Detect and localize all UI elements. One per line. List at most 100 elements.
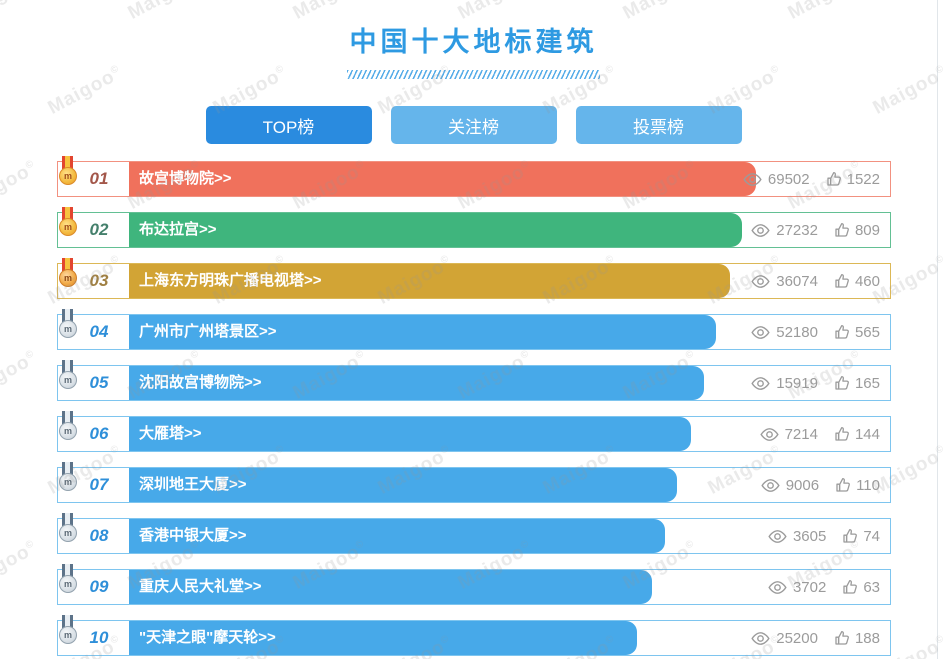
eye-icon bbox=[768, 529, 787, 543]
likes-count: 63 bbox=[863, 578, 880, 596]
medal-icon: m bbox=[56, 258, 80, 291]
medal-coin-icon: m bbox=[59, 422, 77, 440]
medal-coin-icon: m bbox=[59, 575, 77, 593]
views-stat: 3605 bbox=[767, 528, 826, 545]
tab-follow[interactable]: 关注榜 bbox=[390, 106, 557, 144]
eye-icon bbox=[751, 376, 770, 390]
medal-coin-icon: m bbox=[59, 626, 77, 644]
item-link-bar[interactable]: 布达拉宫>> bbox=[129, 213, 743, 247]
views-count: 3702 bbox=[792, 578, 827, 596]
ranking-row: m 05 沈阳故宫博物院>> 15919 165 bbox=[57, 360, 891, 401]
item-link-bar[interactable]: 故宫博物院>> bbox=[129, 162, 757, 196]
rank-number: 02 bbox=[89, 220, 109, 239]
item-link-bar[interactable]: 广州市广州塔景区>> bbox=[129, 315, 716, 349]
header: 中国十大地标建筑 bbox=[0, 0, 947, 79]
medal-coin-icon: m bbox=[59, 320, 77, 338]
medal-icon: m bbox=[56, 513, 80, 546]
medal-coin-icon: m bbox=[59, 167, 77, 185]
likes-stat: 460 bbox=[834, 273, 880, 290]
medal-icon: m bbox=[56, 615, 80, 648]
views-stat: 9006 bbox=[760, 477, 819, 494]
eye-icon bbox=[751, 223, 770, 237]
page-title: 中国十大地标建筑 bbox=[349, 27, 598, 57]
ranking-row: m 09 重庆人民大礼堂>> 3702 63 bbox=[57, 564, 891, 605]
likes-count: 144 bbox=[854, 425, 880, 443]
likes-stat: 74 bbox=[842, 528, 880, 545]
row-stats: 69502 1522 bbox=[742, 162, 880, 196]
medal-coin-icon: m bbox=[59, 218, 77, 236]
likes-count: 460 bbox=[854, 272, 880, 290]
likes-stat: 809 bbox=[834, 222, 880, 239]
watermark-text: Maigoo© bbox=[0, 537, 37, 594]
likes-stat: 63 bbox=[842, 579, 880, 596]
medal-ribbon-icon bbox=[62, 513, 73, 526]
medal-icon: m bbox=[56, 207, 80, 240]
rank-number: 04 bbox=[89, 322, 109, 341]
ranking-row: m 01 故宫博物院>> 69502 1522 bbox=[57, 156, 891, 197]
tab-vote[interactable]: 投票榜 bbox=[575, 106, 742, 144]
likes-count: 1522 bbox=[846, 170, 880, 188]
likes-count: 74 bbox=[863, 527, 880, 545]
medal-ribbon-icon bbox=[62, 207, 73, 220]
likes-stat: 165 bbox=[834, 375, 880, 392]
medal-icon: m bbox=[56, 156, 80, 189]
item-link-bar[interactable]: 香港中银大厦>> bbox=[129, 519, 665, 553]
eye-icon bbox=[761, 478, 780, 492]
likes-stat: 1522 bbox=[826, 171, 880, 188]
likes-count: 110 bbox=[856, 476, 880, 494]
views-stat: 52180 bbox=[750, 324, 818, 341]
medal-ribbon-icon bbox=[62, 411, 73, 424]
medal-icon: m bbox=[56, 309, 80, 342]
thumb-up-icon bbox=[835, 375, 849, 390]
medal-icon: m bbox=[56, 564, 80, 597]
views-count: 9006 bbox=[785, 476, 820, 494]
views-count: 3605 bbox=[792, 527, 827, 545]
medal-icon: m bbox=[56, 462, 80, 495]
views-stat: 27232 bbox=[750, 222, 818, 239]
item-link-bar[interactable]: 大雁塔>> bbox=[129, 417, 691, 451]
watermark-text: Maigoo© bbox=[0, 347, 37, 404]
item-link-bar[interactable]: 深圳地王大厦>> bbox=[129, 468, 678, 502]
likes-stat: 188 bbox=[834, 630, 880, 647]
ranking-row: m 03 上海东方明珠广播电视塔>> 36074 460 bbox=[57, 258, 891, 299]
eye-icon bbox=[751, 325, 770, 339]
item-link-bar[interactable]: 上海东方明珠广播电视塔>> bbox=[129, 264, 730, 298]
medal-coin-icon: m bbox=[59, 473, 77, 491]
thumb-up-icon bbox=[843, 579, 858, 594]
likes-stat: 565 bbox=[834, 324, 880, 341]
views-stat: 69502 bbox=[742, 171, 810, 188]
row-stats: 15919 165 bbox=[750, 366, 880, 400]
rank-number: 08 bbox=[89, 526, 109, 545]
thumb-up-icon bbox=[835, 426, 849, 441]
item-link-bar[interactable]: "天津之眼"摩天轮>> bbox=[129, 621, 638, 655]
views-stat: 25200 bbox=[750, 630, 818, 647]
medal-ribbon-icon bbox=[62, 309, 73, 322]
views-count: 27232 bbox=[776, 221, 818, 239]
item-link-bar[interactable]: 重庆人民大礼堂>> bbox=[129, 570, 653, 604]
eye-icon bbox=[751, 274, 770, 288]
row-stats: 36074 460 bbox=[750, 264, 880, 298]
views-stat: 7214 bbox=[759, 426, 818, 443]
row-stats: 25200 188 bbox=[750, 621, 880, 655]
views-stat: 3702 bbox=[767, 579, 826, 596]
medal-icon: m bbox=[56, 360, 80, 393]
likes-stat: 110 bbox=[835, 477, 880, 494]
ranking-row: m 02 布达拉宫>> 27232 809 bbox=[57, 207, 891, 248]
medal-ribbon-icon bbox=[62, 156, 73, 169]
thumb-up-icon bbox=[835, 273, 849, 288]
ranking-row: m 10 "天津之眼"摩天轮>> 25200 188 bbox=[57, 615, 891, 656]
item-link-bar[interactable]: 沈阳故宫博物院>> bbox=[129, 366, 704, 400]
ranking-row: m 07 深圳地王大厦>> 9006 110 bbox=[57, 462, 891, 503]
ranking-row: m 06 大雁塔>> 7214 144 bbox=[57, 411, 891, 452]
ranking-row: m 04 广州市广州塔景区>> 52180 565 bbox=[57, 309, 891, 350]
ranking-row: m 08 香港中银大厦>> 3605 74 bbox=[57, 513, 891, 554]
eye-icon bbox=[768, 580, 787, 594]
row-stats: 3702 63 bbox=[767, 570, 880, 604]
title-underline-hatch bbox=[347, 70, 600, 79]
thumb-up-icon bbox=[835, 630, 849, 645]
tab-top[interactable]: TOP榜 bbox=[205, 106, 372, 144]
thumb-up-icon bbox=[835, 324, 849, 339]
row-stats: 7214 144 bbox=[759, 417, 880, 451]
eye-icon bbox=[759, 427, 779, 441]
medal-ribbon-icon bbox=[62, 615, 73, 628]
